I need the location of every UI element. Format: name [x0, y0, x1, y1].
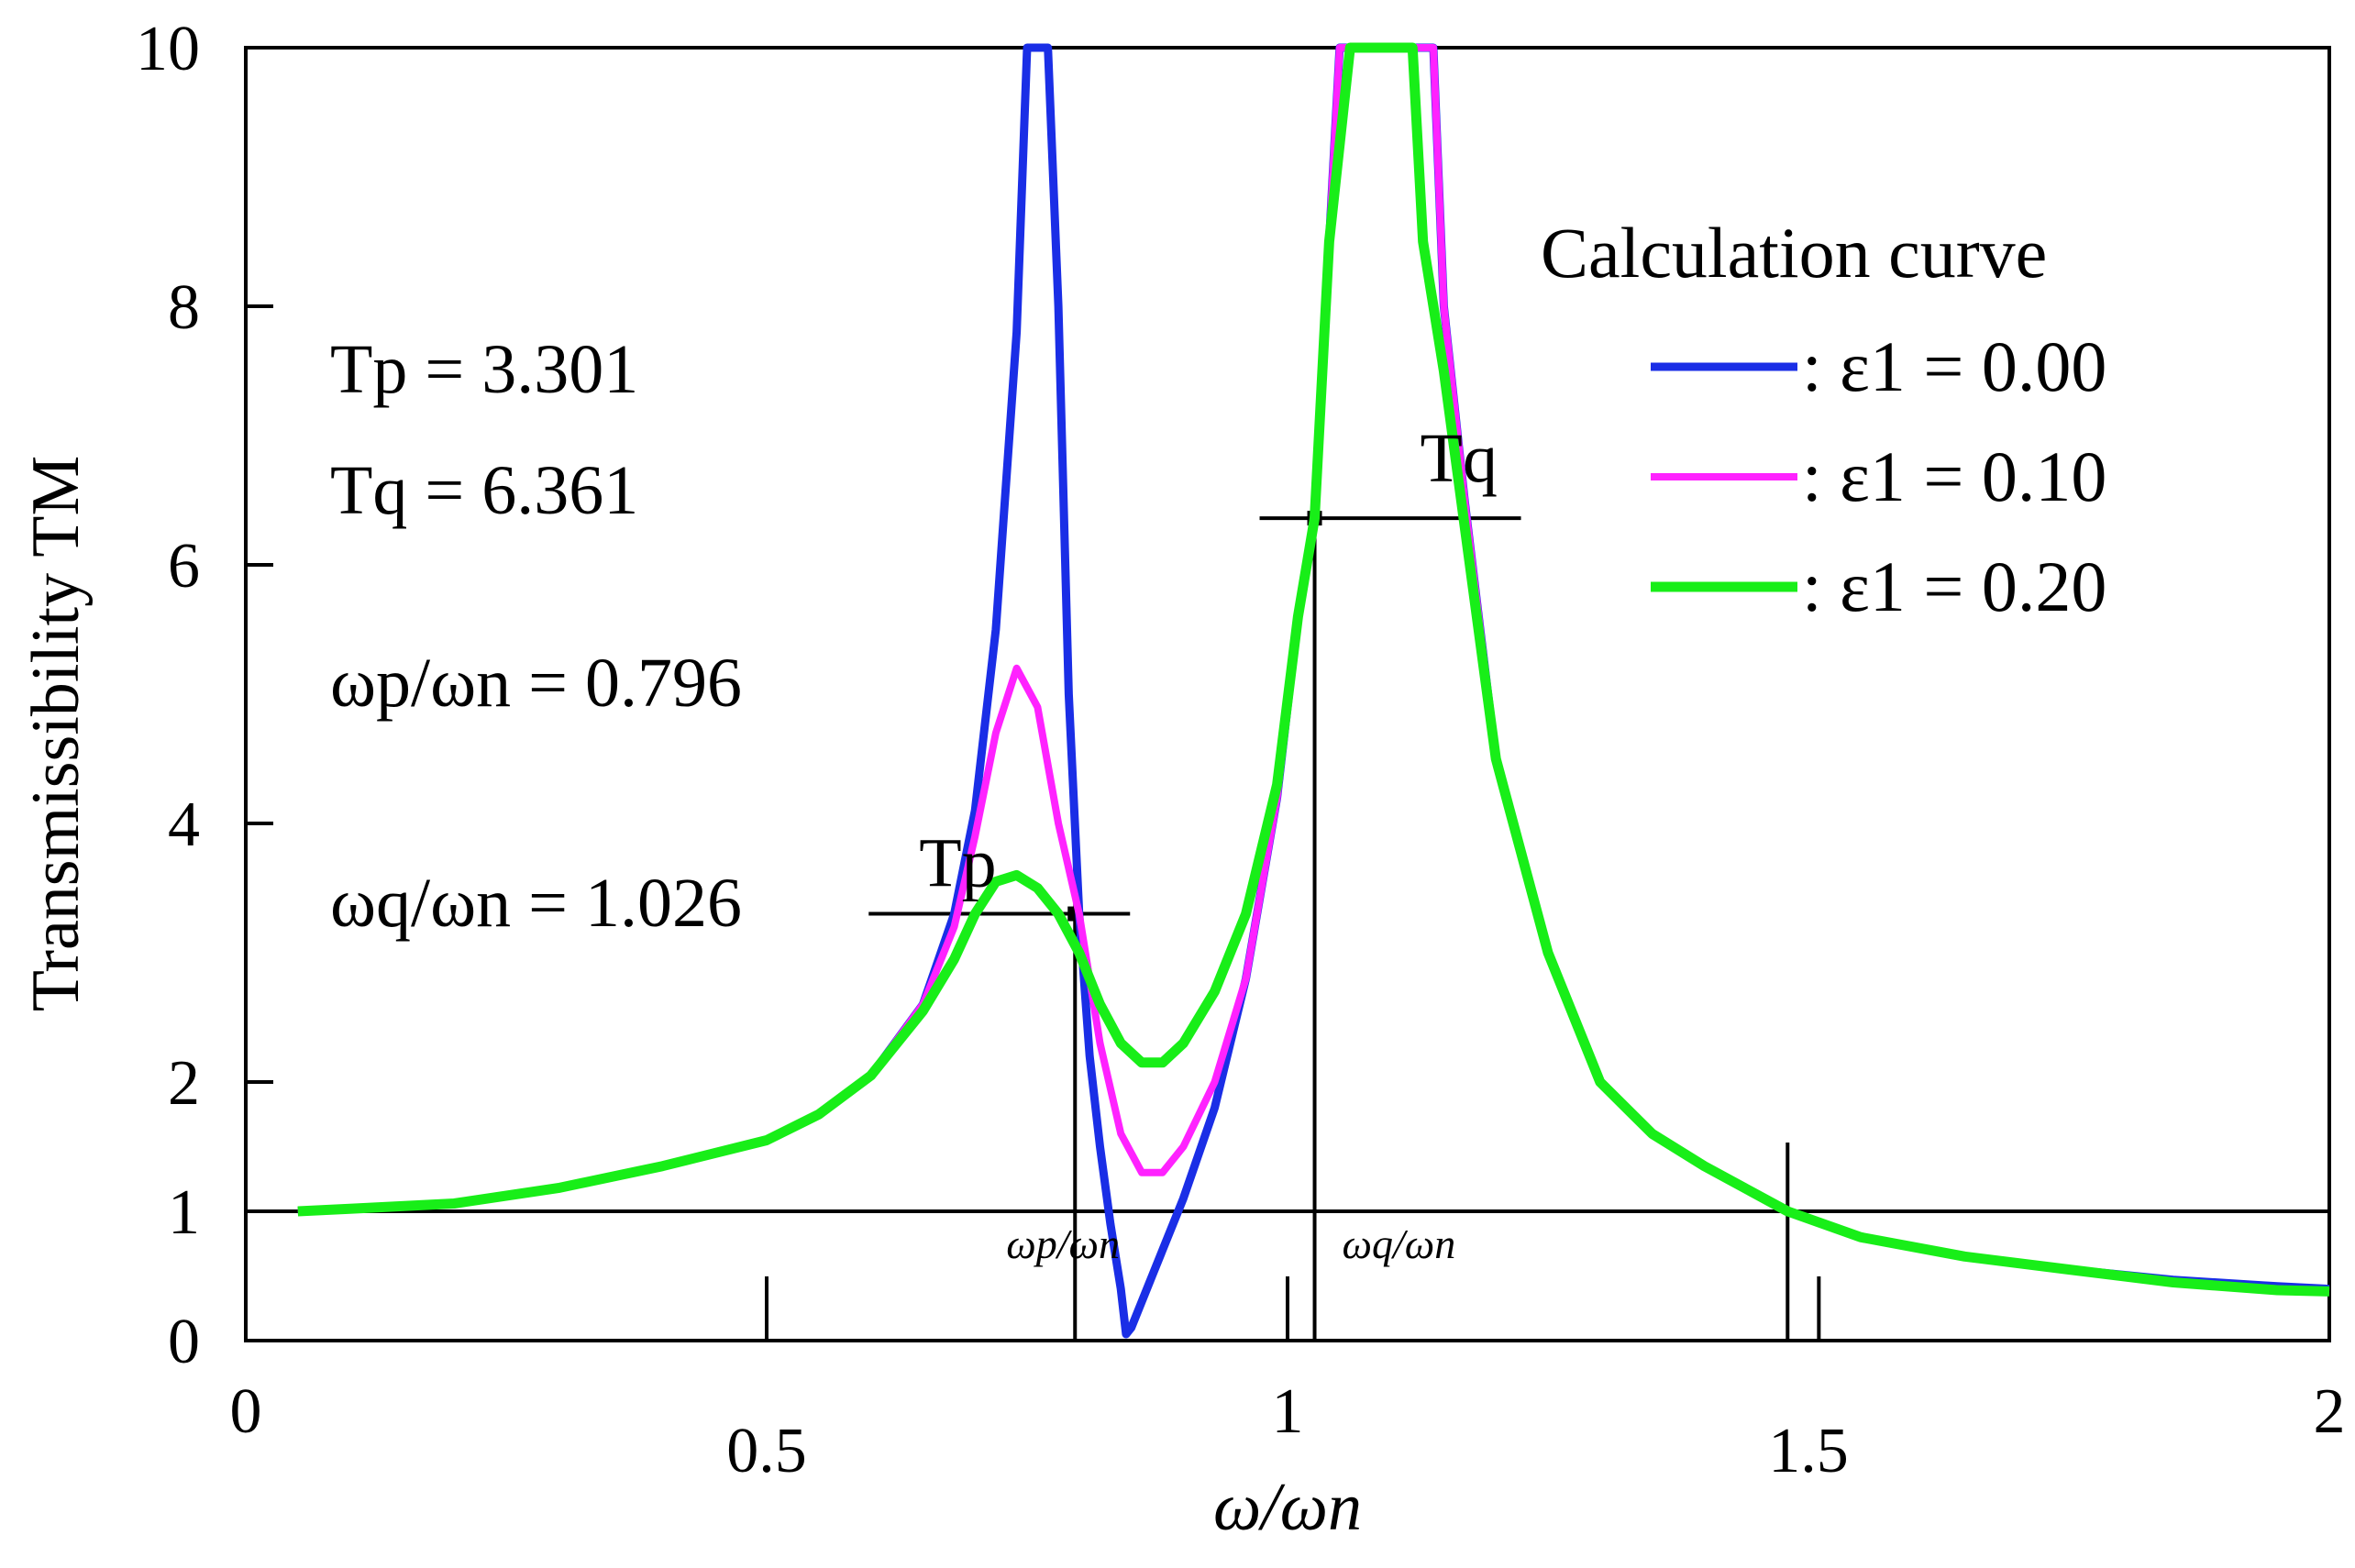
series-line-2	[297, 42, 2330, 1297]
tq-value-annotation: Tq = 6.361	[330, 452, 638, 529]
y-tick-label-5: 8	[168, 272, 200, 343]
x-tick-labels: 0 0.5 1 1.5 2	[230, 1376, 2346, 1486]
y-axis-title: Transmissibility TM	[18, 456, 94, 1012]
x-axis-title: ω/ωn	[1213, 1470, 1362, 1545]
y-tick-label-2: 2	[168, 1048, 200, 1119]
legend-label-1: : ε1 = 0.10	[1802, 436, 2106, 516]
y-tick-label-4: 6	[168, 531, 200, 602]
y-tick-label-6: 10	[136, 14, 200, 84]
legend-label-2: : ε1 = 0.20	[1802, 547, 2106, 626]
x-tick-label-2: 1	[1272, 1376, 1304, 1447]
wq-axis-marker-label: ωq/ωn	[1343, 1220, 1456, 1267]
y-tick-label-3: 4	[168, 790, 200, 860]
y-tick-label-0: 0	[168, 1307, 200, 1377]
tp-value-annotation: Tp = 3.301	[330, 331, 638, 408]
x-tick-label-1: 0.5	[726, 1416, 807, 1486]
legend-title: Calculation curve	[1541, 213, 2047, 293]
wq-ratio-annotation: ωq/ωn = 1.026	[330, 865, 742, 942]
wp-axis-marker-label: ωp/ωn	[1006, 1220, 1120, 1267]
series-layer	[297, 42, 2330, 1339]
y-tick-labels: 0 1 2 4 6 8 10	[136, 14, 273, 1377]
x-tick-label-4: 2	[2314, 1376, 2346, 1447]
legend: Calculation curve : ε1 = 0.00 : ε1 = 0.10…	[1541, 213, 2106, 626]
legend-label-0: : ε1 = 0.00	[1802, 326, 2106, 406]
legend-entries: : ε1 = 0.00 : ε1 = 0.10 : ε1 = 0.20	[1651, 326, 2106, 626]
x-tick-label-3: 1.5	[1768, 1416, 1849, 1486]
x-tick-label-0: 0	[230, 1376, 262, 1447]
y-tick-label-1: 1	[168, 1177, 200, 1248]
wp-ratio-annotation: ωp/ωn = 0.796	[330, 645, 742, 722]
tp-marker-label: Tp	[919, 825, 996, 902]
tq-marker-label: Tq	[1421, 420, 1498, 497]
